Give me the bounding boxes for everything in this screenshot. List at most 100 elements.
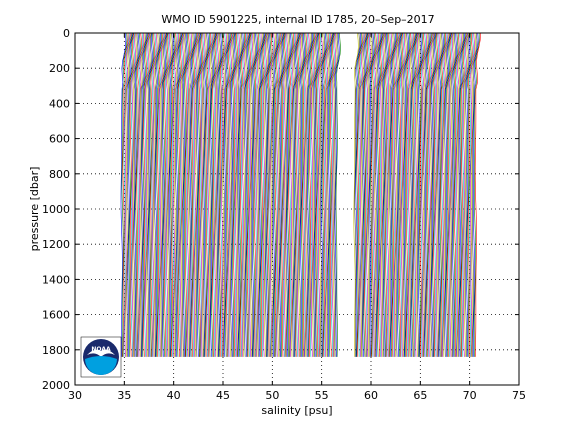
- profile-line: [130, 32, 135, 357]
- profile-line: [294, 32, 301, 357]
- profile-line: [366, 32, 371, 357]
- profile-line: [199, 32, 205, 357]
- profile-line: [306, 32, 312, 357]
- profile-line: [174, 32, 180, 357]
- profile-line: [290, 32, 297, 357]
- logo-text: NOAA: [91, 346, 111, 353]
- profile-line: [258, 32, 265, 357]
- profile-line: [141, 32, 148, 357]
- profile-line: [260, 32, 267, 357]
- profile-line: [289, 32, 296, 357]
- profile-line: [271, 32, 278, 357]
- profile-line: [357, 32, 364, 357]
- profile-line: [334, 32, 340, 357]
- x-tick-label: 60: [364, 389, 378, 402]
- profile-line: [180, 32, 186, 357]
- profile-line: [418, 32, 424, 357]
- profile-line: [300, 32, 305, 357]
- profile-line: [296, 32, 302, 357]
- profile-line: [400, 32, 406, 357]
- profile-line: [377, 32, 384, 357]
- profile-line: [263, 32, 269, 357]
- profile-line: [146, 32, 152, 357]
- profile-line: [303, 32, 309, 357]
- profile-line: [465, 32, 471, 357]
- profile-line: [217, 32, 223, 357]
- profile-line: [155, 32, 161, 357]
- profile-line: [175, 32, 182, 357]
- profile-line: [435, 32, 441, 357]
- salinity-profiles: [120, 32, 481, 357]
- profile-line: [354, 32, 360, 357]
- profile-line: [374, 32, 381, 357]
- profile-line: [329, 32, 335, 357]
- profile-line: [163, 32, 168, 357]
- profile-line: [429, 32, 435, 357]
- profile-line: [253, 32, 260, 357]
- profile-line: [194, 32, 201, 357]
- x-tick-label: 50: [265, 389, 279, 402]
- profile-line: [132, 32, 138, 357]
- profile-line: [159, 32, 166, 357]
- profile-line: [474, 32, 481, 357]
- y-tick-label: 1000: [42, 203, 70, 216]
- profile-line: [134, 32, 140, 357]
- profile-line: [243, 32, 250, 357]
- profile-line: [246, 32, 252, 357]
- profile-line: [283, 32, 289, 357]
- profile-line: [409, 32, 416, 357]
- profile-line: [441, 32, 448, 357]
- profile-line: [330, 32, 336, 357]
- profile-line: [459, 32, 466, 357]
- x-tick-label: 40: [167, 389, 181, 402]
- x-tick-label: 45: [216, 389, 230, 402]
- profile-line: [202, 32, 208, 357]
- profile-line: [322, 32, 329, 357]
- profile-line: [143, 32, 150, 357]
- profile-line: [419, 32, 425, 357]
- profile-line: [396, 32, 402, 357]
- profile-line: [128, 32, 134, 357]
- profile-line: [267, 32, 273, 357]
- profile-line: [332, 32, 338, 357]
- profile-line: [269, 32, 275, 357]
- x-tick-label: 70: [463, 389, 477, 402]
- profile-line: [197, 32, 202, 357]
- profile-line: [273, 32, 280, 357]
- y-tick-label: 2000: [42, 379, 70, 392]
- profile-line: [396, 32, 402, 357]
- profile-line: [405, 32, 411, 357]
- profile-line: [317, 32, 322, 357]
- profile-line: [471, 32, 477, 357]
- profile-line: [363, 32, 369, 357]
- x-tick-label: 55: [315, 389, 329, 402]
- profile-line: [454, 32, 460, 357]
- profile-line: [413, 32, 419, 357]
- profile-line: [232, 32, 237, 357]
- profile-line: [196, 32, 202, 357]
- profile-line: [403, 32, 410, 357]
- profile-line: [313, 32, 319, 357]
- profile-line: [358, 32, 365, 357]
- profile-line: [195, 32, 201, 357]
- profile-line: [176, 32, 183, 357]
- logo-wave-icon: [85, 356, 117, 375]
- x-tick-label: 35: [117, 389, 131, 402]
- profile-line: [376, 32, 383, 357]
- profile-line: [426, 32, 433, 357]
- profile-line: [221, 32, 227, 357]
- profile-line: [228, 32, 234, 357]
- profile-line: [424, 32, 431, 357]
- profile-line: [238, 32, 244, 357]
- profile-line: [147, 32, 152, 357]
- profile-line: [443, 32, 450, 357]
- profile-line: [231, 32, 236, 357]
- profile-line: [166, 32, 172, 357]
- profile-line: [448, 32, 453, 357]
- profile-line: [425, 32, 432, 357]
- profile-line: [360, 32, 367, 357]
- profile-line: [428, 32, 435, 357]
- profile-line: [287, 32, 293, 357]
- profile-line: [383, 32, 388, 357]
- profile-line: [355, 32, 362, 357]
